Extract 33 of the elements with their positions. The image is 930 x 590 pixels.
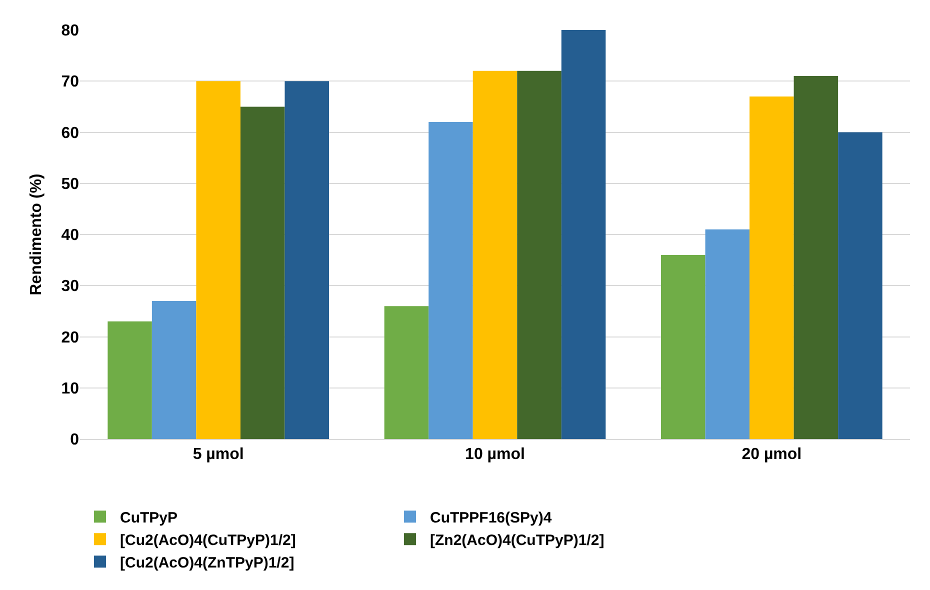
bar xyxy=(152,300,196,439)
legend-label: CuTPyP xyxy=(120,509,178,526)
y-tick-label: 50 xyxy=(61,176,80,193)
y-tick-label: 60 xyxy=(61,124,80,142)
legend-label: CuTPPF16(SPy)4 xyxy=(430,509,552,526)
legend-label: [Zn2(AcO)4(CuTPyP)1/2] xyxy=(430,532,604,549)
x-tick-label: 10 µmol xyxy=(465,446,525,464)
bar xyxy=(517,70,562,439)
y-tick-label: 70 xyxy=(61,74,80,91)
y-tick-label: 10 xyxy=(61,380,80,398)
bar xyxy=(661,254,706,439)
bar xyxy=(794,76,838,439)
bar xyxy=(472,70,518,439)
y-tick-label: 80 xyxy=(61,22,80,40)
bar xyxy=(108,321,152,439)
y-tick-label: 20 xyxy=(61,329,80,346)
legend-label: [Cu2(AcO)4(ZnTPyP)1/2] xyxy=(120,554,294,572)
y-tick-label: 0 xyxy=(70,432,80,449)
x-tick-label: 5 µmol xyxy=(192,446,244,464)
bar xyxy=(750,96,794,439)
bar xyxy=(561,30,606,439)
y-tick-label: 30 xyxy=(61,278,80,296)
bar xyxy=(705,229,750,439)
x-tick-label: 20 µmol xyxy=(742,446,802,464)
y-axis-title: Rendimento (%) xyxy=(28,174,46,296)
legend-label: [Cu2(AcO)4(CuTPyP)1/2] xyxy=(120,532,296,549)
bar xyxy=(384,306,429,439)
bar xyxy=(838,132,882,439)
bar xyxy=(284,81,329,439)
bar xyxy=(196,81,240,439)
bar xyxy=(240,106,285,439)
y-tick-label: 40 xyxy=(61,227,80,244)
bar xyxy=(428,122,473,439)
